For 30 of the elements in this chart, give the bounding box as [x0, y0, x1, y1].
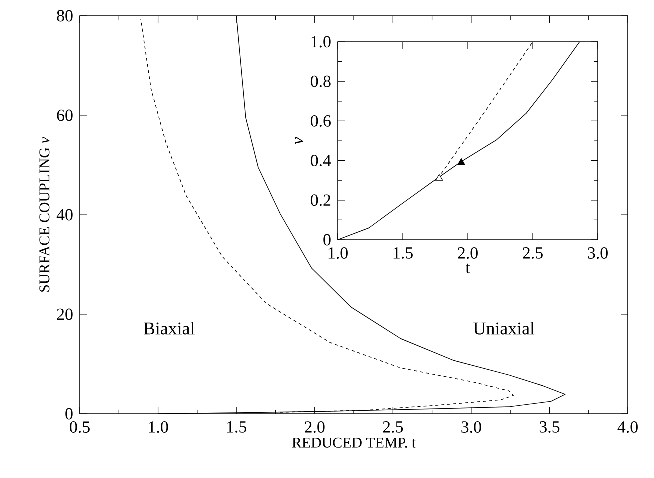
x-tick-label: 3.5: [540, 422, 560, 433]
x-axis-title: REDUCED TEMP. t: [292, 438, 416, 448]
x-tick-label: 4.0: [618, 422, 638, 434]
x-tick-label: 0.5: [70, 422, 90, 434]
x-tick-label: 2.0: [305, 422, 325, 434]
x-tick-label: 2.0: [458, 248, 478, 260]
y-tick-label: 0.2: [310, 194, 331, 206]
y-axis-title: ν: [296, 137, 304, 145]
x-tick-label: 2.5: [383, 422, 404, 433]
x-tick-label: 1.0: [149, 422, 168, 434]
x-tick-label: 1.5: [227, 422, 247, 433]
y-tick-label: 0.4: [310, 155, 332, 167]
y-tick-label: 80: [57, 10, 73, 22]
x-tick-label: 2.5: [523, 248, 543, 259]
y-tick-label: 60: [57, 110, 73, 122]
annotation: Uniaxial: [474, 322, 535, 335]
y-tick-label: 0: [66, 408, 73, 420]
annotation: Biaxial: [144, 322, 195, 335]
y-tick-label: 0.6: [310, 115, 331, 127]
y-tick-label: 40: [56, 209, 73, 221]
x-tick-label: 3.0: [588, 248, 608, 260]
x-axis-title: t: [466, 264, 470, 274]
x-tick-label: 3.0: [462, 422, 482, 434]
y-tick-label: 0: [324, 234, 331, 246]
x-tick-label: 1.5: [394, 248, 413, 259]
y-tick-label: 0.8: [310, 76, 331, 88]
y-tick-label: 1.0: [312, 36, 331, 48]
y-tick-label: 20: [57, 308, 73, 320]
y-axis-title: SURFACE COUPLING ν: [40, 137, 50, 292]
x-tick-label: 1.0: [328, 248, 348, 260]
